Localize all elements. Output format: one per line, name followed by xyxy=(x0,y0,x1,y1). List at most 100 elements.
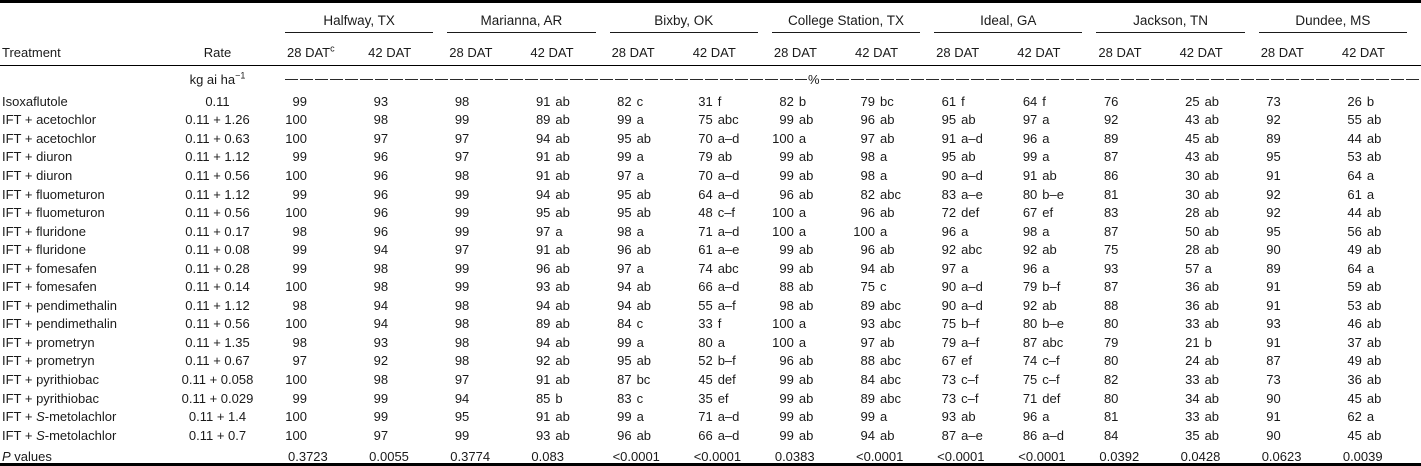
value-cell: 99 a xyxy=(1015,149,1096,164)
dat-column-header: 28 DAT xyxy=(611,45,655,60)
value-significance-letters: ab xyxy=(555,316,570,332)
value-number: 83 xyxy=(1103,205,1119,221)
value-cell: 100 a xyxy=(772,224,853,239)
value-cell: 92 xyxy=(1259,205,1340,220)
value-number: 80 xyxy=(698,334,713,350)
treatment-cell: IFT + fluometuron xyxy=(2,205,105,221)
value-significance-letters: ab xyxy=(798,297,814,313)
value-number: 95 xyxy=(941,112,957,128)
value-cell: 90 a–d xyxy=(934,279,1015,294)
value-significance-letters: a xyxy=(1042,260,1050,276)
dat-column-header: 28 DAT xyxy=(449,45,493,60)
value-number: 0.0055 xyxy=(369,448,409,464)
table-row: IFT + S-metolachlor 0.11 + 1.4 100 99 95 91 ab… xyxy=(0,407,1421,426)
value-number: 97 xyxy=(535,223,551,239)
value-cell: 74 c–f xyxy=(1015,353,1096,368)
value-cell: 53 ab xyxy=(1340,149,1421,164)
value-significance-letters: ab xyxy=(1204,149,1220,165)
treatment-cell: IFT + S-metolachlor xyxy=(2,409,117,425)
value-significance-letters: ab xyxy=(1042,167,1057,183)
value-number: 100 xyxy=(285,427,307,443)
value-number: 95 xyxy=(941,149,957,165)
value-cell: 64 a xyxy=(1340,168,1421,183)
value-cell: 95 xyxy=(1259,149,1340,164)
value-cell: 96 ab xyxy=(853,205,934,220)
value-cell: 44 ab xyxy=(1340,131,1421,146)
value-significance-letters: ab xyxy=(555,112,570,128)
location-label: Marianna, AR xyxy=(480,13,563,28)
value-number: 0.0039 xyxy=(1342,448,1383,464)
value-cell: 96 xyxy=(366,224,447,239)
table-row: IFT + fluridone 0.11 + 0.08 99 94 97 91 ab 96 ab… xyxy=(0,240,1421,259)
value-cell: 80 xyxy=(1096,391,1177,406)
value-number: 33 xyxy=(1185,371,1200,387)
value-cell: 99 a xyxy=(853,409,934,424)
value-number: <0.0001 xyxy=(612,448,660,464)
value-number: 83 xyxy=(941,186,957,202)
value-number: 99 xyxy=(373,390,389,406)
value-significance-letters: ab xyxy=(798,427,814,443)
value-cell: 99 xyxy=(447,261,528,276)
value-cell: 100 xyxy=(285,205,366,220)
value-cell: 99 xyxy=(447,205,528,220)
value-number: 61 xyxy=(941,93,957,109)
value-number: 36 xyxy=(1185,297,1200,313)
value-number: 83 xyxy=(617,390,632,406)
value-number: 64 xyxy=(1347,260,1362,276)
value-number: 71 xyxy=(698,409,713,425)
value-number: 99 xyxy=(454,112,470,128)
location-label: Dundee, MS xyxy=(1295,13,1371,28)
value-number: 100 xyxy=(772,223,794,239)
value-number: 100 xyxy=(853,223,875,239)
value-number: 96 xyxy=(1022,260,1038,276)
value-cell: 97 a xyxy=(1015,112,1096,127)
dat-column-header: 42 DAT xyxy=(855,45,899,60)
rate-cell: 0.11 xyxy=(205,93,230,109)
value-number: 46 xyxy=(1347,316,1362,332)
value-cell: 87 abc xyxy=(1015,335,1096,350)
value-significance-letters: a xyxy=(1366,260,1375,276)
value-significance-letters: a–d xyxy=(717,130,740,146)
value-significance-letters: ab xyxy=(880,260,895,276)
value-cell: 88 abc xyxy=(853,353,934,368)
location-header: Jackson, TN xyxy=(1096,13,1245,33)
value-cell: 0.0039 xyxy=(1340,449,1421,464)
value-cell: 94 xyxy=(447,391,528,406)
value-cell: 97 xyxy=(447,149,528,164)
value-cell: 98 xyxy=(447,168,528,183)
value-cell: 91 ab xyxy=(528,168,609,183)
value-number: 79 xyxy=(698,149,713,165)
value-cell: 94 ab xyxy=(528,131,609,146)
value-cell: 97 ab xyxy=(853,335,934,350)
location-header: Dundee, MS xyxy=(1258,13,1407,33)
value-number: 89 xyxy=(535,112,551,128)
value-significance-letters: ab xyxy=(636,186,652,202)
value-number: 94 xyxy=(454,390,470,406)
value-number: 98 xyxy=(779,297,794,313)
value-number: 90 xyxy=(1266,390,1281,406)
value-significance-letters: b xyxy=(798,93,807,109)
value-number: 79 xyxy=(1022,279,1038,295)
value-cell: 97 xyxy=(285,353,366,368)
value-cell: 87 xyxy=(1096,279,1177,294)
dat-column-header: 42 DAT xyxy=(368,45,412,60)
value-number: 98 xyxy=(454,93,470,109)
value-cell: 87 a–e xyxy=(934,428,1015,443)
value-number: 81 xyxy=(1103,186,1119,202)
value-number: 99 xyxy=(454,205,470,221)
value-cell: 95 ab xyxy=(528,205,609,220)
value-number: 84 xyxy=(617,316,632,332)
value-cell: 99 xyxy=(285,187,366,202)
value-number: 75 xyxy=(941,316,957,332)
value-cell: 96 a xyxy=(1015,131,1096,146)
value-significance-letters: ab xyxy=(1042,242,1057,258)
value-cell: 100 a xyxy=(772,316,853,331)
value-cell: 91 xyxy=(1259,168,1340,183)
value-significance-letters: ab xyxy=(880,242,895,258)
value-significance-letters: a–e xyxy=(961,186,983,202)
value-significance-letters: a xyxy=(798,205,807,221)
value-number: 97 xyxy=(373,427,389,443)
value-number: 89 xyxy=(1266,260,1281,276)
value-significance-letters: a–d xyxy=(717,279,740,295)
value-number: 28 xyxy=(1185,242,1200,258)
